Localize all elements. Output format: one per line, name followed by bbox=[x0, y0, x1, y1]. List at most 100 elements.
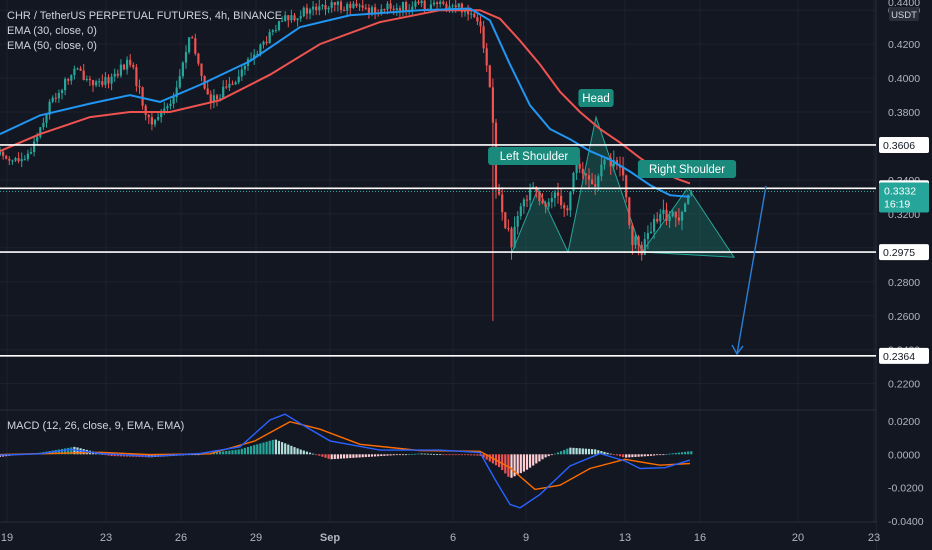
macd-histogram-bar bbox=[364, 454, 367, 458]
macd-histogram-bar bbox=[529, 454, 532, 468]
candle-body bbox=[228, 83, 231, 88]
ema-lines bbox=[0, 7, 691, 198]
candle-body bbox=[665, 209, 668, 221]
head-label[interactable]: Head bbox=[578, 89, 614, 107]
time-tick-label: 23 bbox=[100, 532, 112, 544]
macd-histogram-bar bbox=[687, 451, 690, 455]
macd-histogram-bar bbox=[417, 453, 420, 455]
right-shoulder-label[interactable]: Right Shoulder bbox=[637, 160, 737, 178]
macd-histogram-bar bbox=[479, 454, 482, 456]
time-tick-label: 20 bbox=[792, 532, 804, 544]
macd-histogram-bar bbox=[420, 453, 423, 455]
candle-body bbox=[581, 168, 584, 174]
macd-histogram-bar bbox=[398, 454, 401, 456]
macd-histogram-bar bbox=[330, 454, 333, 460]
macd-tick-label: -0.0400 bbox=[888, 516, 924, 528]
macd-histogram-bar bbox=[411, 453, 414, 455]
macd-histogram-bar bbox=[389, 454, 392, 456]
candle-body bbox=[26, 153, 29, 160]
level-badge[interactable] bbox=[879, 347, 929, 364]
macd-histogram-bar bbox=[560, 451, 563, 455]
candle-body bbox=[122, 64, 126, 70]
macd-legend[interactable]: MACD (12, 26, close, 9, EMA, EMA) bbox=[7, 420, 185, 432]
candle-body bbox=[277, 21, 281, 31]
macd-histogram-bar bbox=[653, 454, 656, 456]
macd-histogram-bar bbox=[374, 454, 377, 457]
macd-histogram-bar bbox=[240, 448, 243, 455]
candle-body bbox=[153, 119, 157, 125]
ema30-line bbox=[0, 7, 691, 198]
candle-body bbox=[575, 163, 578, 173]
candle-body bbox=[491, 87, 494, 123]
level-badge[interactable] bbox=[879, 136, 929, 153]
macd-histogram-bar bbox=[333, 454, 336, 460]
candle-body bbox=[318, 6, 321, 11]
candle-body bbox=[504, 212, 507, 229]
macd-histogram-bar bbox=[535, 454, 538, 464]
candle-body bbox=[578, 163, 581, 169]
macd-histogram-bar bbox=[504, 454, 507, 474]
candle-body bbox=[603, 159, 606, 165]
time-tick-label: 26 bbox=[175, 532, 187, 544]
macd-histogram-bar bbox=[634, 454, 637, 457]
candle-body bbox=[274, 30, 277, 32]
ema30-legend[interactable]: EMA (30, close, 0) bbox=[7, 25, 97, 37]
candle-body bbox=[262, 41, 265, 45]
candle-body bbox=[584, 173, 587, 176]
candle-body bbox=[653, 218, 656, 232]
macd-histogram-bar bbox=[622, 454, 625, 458]
macd-histogram-bar bbox=[271, 439, 274, 455]
macd-histogram-bar bbox=[408, 454, 411, 455]
candle-body bbox=[442, 1, 445, 4]
macd-histogram-bar bbox=[377, 454, 380, 457]
macd-histogram-bar bbox=[67, 447, 70, 455]
macd-histogram-bar bbox=[448, 454, 451, 456]
candle-body bbox=[358, 5, 361, 7]
candle-body bbox=[355, 3, 358, 7]
candle-body bbox=[76, 68, 79, 70]
left-shoulder-label[interactable]: Left Shoulder bbox=[488, 147, 580, 165]
candle-body bbox=[188, 37, 191, 53]
ema50-legend[interactable]: EMA (50, close, 0) bbox=[7, 40, 97, 52]
macd-histogram-bar bbox=[618, 454, 622, 457]
candle-body bbox=[634, 236, 637, 245]
macd-histogram-bar bbox=[507, 454, 510, 477]
candle-body bbox=[646, 232, 649, 240]
candle-body bbox=[364, 7, 367, 9]
level-badge[interactable] bbox=[879, 244, 929, 261]
macd-histogram-bar bbox=[525, 454, 529, 470]
horizontal-levels[interactable] bbox=[0, 144, 876, 357]
candle-body bbox=[281, 20, 284, 22]
candle-body bbox=[662, 209, 665, 214]
candle-body bbox=[547, 202, 550, 207]
macd-tick-label: -0.0200 bbox=[888, 483, 924, 495]
candle-body bbox=[476, 17, 479, 22]
candle-body bbox=[42, 122, 45, 128]
macd-histogram-bar bbox=[649, 454, 653, 456]
macd-histogram-bar bbox=[625, 454, 628, 458]
pattern-labels[interactable]: Left Shoulder Head Right Shoulder bbox=[488, 89, 767, 356]
macd-histogram-bar bbox=[665, 454, 668, 455]
price-tick-label: 0.3800 bbox=[888, 107, 920, 119]
macd-histogram-bar bbox=[215, 452, 219, 455]
candle-body bbox=[429, 4, 432, 10]
candle-body bbox=[305, 7, 308, 14]
candle-body bbox=[473, 13, 476, 18]
candle-body bbox=[640, 244, 643, 255]
macd-histogram-bar bbox=[556, 452, 560, 455]
candle-body bbox=[23, 159, 26, 161]
macd-histogram-bar bbox=[488, 454, 491, 462]
macd-histogram-bar bbox=[380, 454, 383, 457]
candle-body bbox=[556, 192, 560, 196]
symbol-title[interactable]: CHR / TetherUS PERPETUAL FUTURES, 4h, BI… bbox=[7, 10, 283, 22]
macd-histogram-bar bbox=[113, 454, 116, 457]
macd-histogram-bar bbox=[256, 444, 259, 455]
candle-body bbox=[625, 175, 628, 198]
candle-body bbox=[507, 228, 510, 230]
macd-histogram-bar bbox=[104, 454, 107, 456]
candle-body bbox=[501, 194, 504, 213]
candle-body bbox=[268, 32, 271, 43]
candle-body bbox=[296, 18, 299, 21]
